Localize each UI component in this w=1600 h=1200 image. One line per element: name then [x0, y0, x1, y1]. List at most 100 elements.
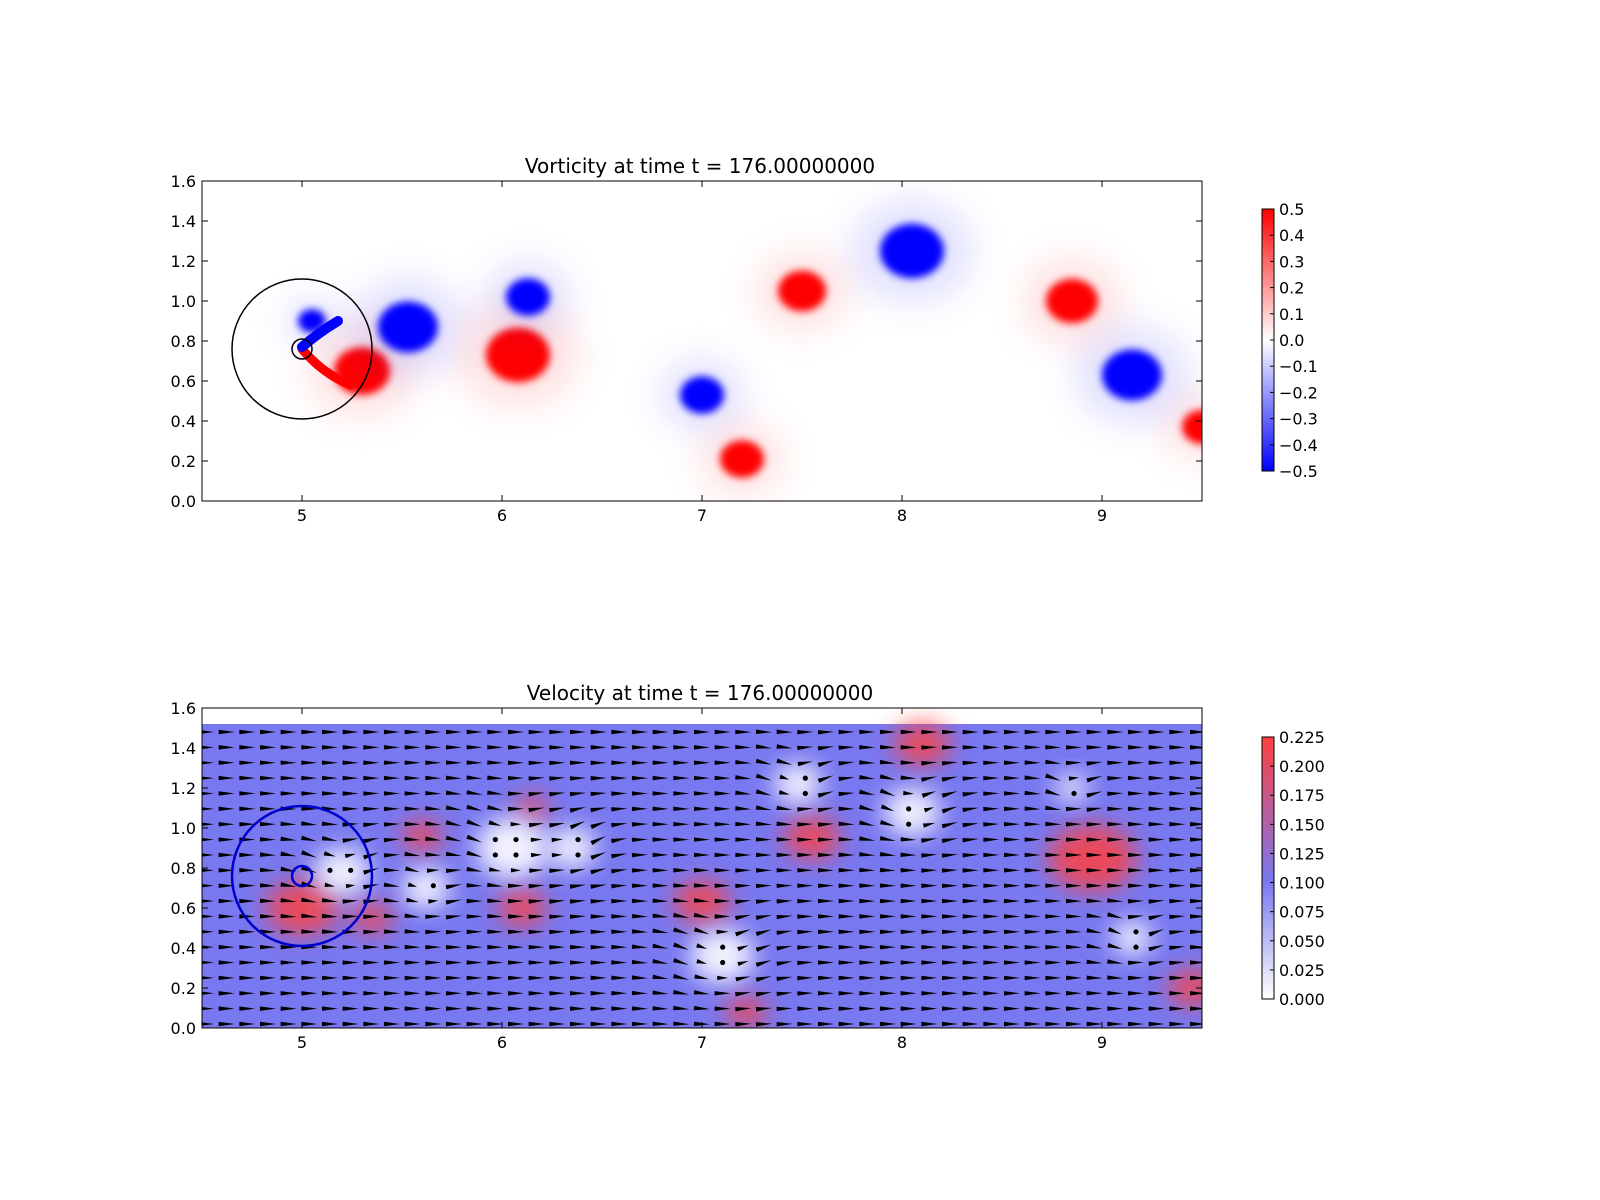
quiver-arrow — [921, 975, 938, 981]
quiver-arrow — [321, 760, 338, 765]
colorbar-tick-label: 0.225 — [1279, 728, 1325, 747]
quiver-arrow — [1189, 945, 1202, 950]
quiver-dot — [492, 836, 498, 843]
quiver-arrow — [611, 1021, 628, 1027]
quiver-arrow — [280, 836, 297, 841]
quiver-arrow — [1024, 745, 1041, 750]
quiver-arrow — [1169, 975, 1186, 981]
quiver-arrow — [838, 1006, 855, 1011]
quiver-arrow — [694, 974, 710, 980]
quiver-dot — [575, 852, 581, 858]
quiver-arrow — [714, 898, 731, 904]
quiver-arrow — [1107, 975, 1124, 980]
quiver-arrow — [942, 1006, 958, 1011]
quiver-arrow — [218, 991, 235, 996]
quiver-arrow — [1148, 745, 1165, 750]
quiver-arrow — [345, 884, 356, 889]
positive-vortex — [778, 270, 826, 312]
quiver-arrow — [425, 775, 442, 781]
quiver-arrow — [569, 975, 586, 981]
quiver-arrow — [983, 898, 1000, 904]
quiver-arrow — [696, 959, 708, 964]
y-tick-label: 0.6 — [171, 899, 196, 918]
quiver-arrow — [817, 898, 834, 904]
quiver-arrow — [797, 883, 814, 888]
quiver-arrow — [941, 776, 958, 782]
quiver-arrow — [590, 836, 606, 845]
quiver-arrow — [445, 915, 462, 920]
negative-shear-layer — [297, 316, 343, 352]
quiver-arrow — [549, 884, 566, 889]
quiver-arrow — [569, 944, 586, 950]
quiver-arrow — [859, 820, 876, 826]
quiver-arrow — [301, 991, 318, 996]
quiver-arrow — [344, 853, 357, 859]
quiver-arrow — [383, 745, 400, 750]
quiver-arrow — [755, 929, 772, 937]
quiver-arrow — [673, 898, 690, 903]
quiver-arrow — [859, 852, 876, 857]
quiver-arrow — [737, 960, 749, 967]
fast-flow-region — [1048, 825, 1136, 891]
colorbar-tick-label: 0.4 — [1279, 226, 1304, 245]
colorbar-tick-label: 0.025 — [1279, 961, 1325, 980]
quiver-arrow — [817, 1021, 834, 1027]
quiver-arrow — [528, 822, 545, 828]
quiver-arrow — [549, 914, 566, 919]
quiver-arrow — [879, 991, 896, 996]
quiver-arrow — [590, 884, 607, 889]
quiver-arrow — [590, 760, 607, 765]
quiver-arrow — [903, 790, 915, 796]
quiver-arrow — [363, 929, 380, 935]
y-tick-label: 0.4 — [171, 412, 196, 431]
quiver-arrow — [817, 775, 834, 783]
quiver-arrow — [693, 729, 710, 735]
quiver-arrow — [776, 899, 793, 904]
quiver-arrow — [1169, 914, 1186, 920]
y-tick-label: 1.4 — [171, 739, 196, 758]
quiver-arrow — [487, 960, 504, 965]
quiver-arrow — [1024, 929, 1041, 934]
quiver-arrow — [921, 868, 938, 873]
quiver-arrow — [983, 806, 1000, 812]
quiver-arrow — [1024, 883, 1041, 888]
x-tick-label: 9 — [1097, 1033, 1107, 1052]
quiver-arrow — [1086, 898, 1103, 903]
quiver-arrow — [1189, 1021, 1202, 1027]
quiver-arrow — [921, 898, 938, 904]
quiver-arrow — [466, 1021, 483, 1027]
quiver-arrow — [693, 745, 710, 750]
quiver-arrow — [735, 868, 752, 873]
quiver-arrow — [428, 899, 439, 904]
y-tick-label: 0.6 — [171, 372, 196, 391]
quiver-arrow — [652, 852, 669, 858]
quiver-arrow — [1107, 837, 1124, 842]
quiver-arrow — [404, 775, 421, 781]
quiver-arrow — [962, 792, 979, 797]
quiver-arrow — [859, 960, 876, 965]
quiver-arrow — [280, 851, 297, 857]
quiver-arrow — [321, 929, 338, 934]
quiver-arrow — [324, 882, 336, 887]
quiver-arrow — [797, 729, 814, 735]
quiver-arrow — [838, 837, 855, 842]
quiver-arrow — [488, 867, 502, 872]
colorbar-tick-label: −0.4 — [1279, 436, 1318, 455]
quiver-arrow — [528, 792, 545, 797]
quiver-arrow — [1045, 729, 1062, 735]
quiver-arrow — [611, 960, 628, 965]
quiver-arrow — [1148, 837, 1165, 842]
quiver-arrow — [611, 975, 628, 981]
quiver-arrow — [301, 775, 318, 781]
quiver-arrow — [673, 775, 690, 781]
quiver-arrow — [202, 730, 214, 734]
quiver-arrow — [1127, 960, 1144, 966]
quiver-arrow — [425, 960, 442, 965]
quiver-arrow — [239, 806, 256, 812]
quiver-arrow — [280, 960, 297, 965]
quiver-arrow — [1003, 745, 1020, 750]
quiver-arrow — [528, 899, 545, 904]
quiver-arrow — [507, 960, 524, 965]
quiver-arrow — [445, 975, 462, 981]
quiver-arrow — [983, 960, 1000, 965]
